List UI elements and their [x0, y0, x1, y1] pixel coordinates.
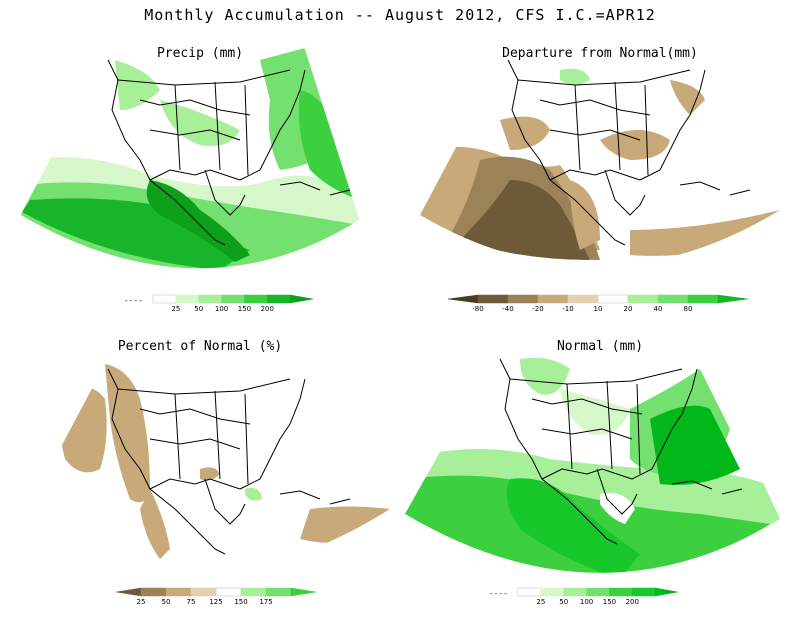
- colorbar-swatch: [198, 294, 222, 304]
- colorbar-tick-label: 75: [187, 598, 196, 606]
- colorbar-swatch: [537, 294, 569, 304]
- colorbar-swatch: [240, 587, 267, 597]
- colorbar-tick-label: -10: [562, 305, 573, 313]
- departure-legend: -80 -40 -20 -10 10 20 40 80: [440, 294, 760, 313]
- colorbar-tick-label: 200: [626, 598, 639, 606]
- colorbar-swatch: [609, 587, 633, 597]
- colorbar-swatch: [140, 587, 167, 597]
- colorbar-swatch: [190, 587, 217, 597]
- colorbar-swatch: [517, 587, 542, 597]
- colorbar-tick-label: 25: [137, 598, 146, 606]
- colorbar-swatch: [290, 587, 317, 597]
- colorbar-swatch: [687, 294, 719, 304]
- colorbar-swatch: [267, 294, 291, 304]
- precip-map: [19, 32, 361, 270]
- colorbar-swatch: [477, 294, 509, 304]
- percent-colorbar: 25 50 75 125 150 175: [115, 587, 317, 606]
- colorbar-tick-label: 10: [594, 305, 603, 313]
- colorbar-tick-label: -20: [532, 305, 543, 313]
- colorbar-tick-label: -80: [472, 305, 483, 313]
- colorbar-tick-label: 100: [580, 598, 593, 606]
- percent-legend: 25 50 75 125 150 175: [108, 587, 328, 606]
- colorbar-tick-label: 25: [171, 305, 180, 313]
- colorbar-swatch: [447, 294, 479, 304]
- colorbar-swatch: [540, 587, 564, 597]
- panel-percent: Percent of Normal (%) 25 50 75 125 150 175: [0, 309, 400, 618]
- colorbar-swatch: [632, 587, 656, 597]
- departure-map: [420, 33, 780, 267]
- colorbar-tick-label: 50: [559, 598, 568, 606]
- colorbar-swatch: [165, 587, 192, 597]
- colorbar-swatch: [215, 587, 242, 597]
- normal-legend: - - - - 25 50 100 150 200: [490, 587, 690, 606]
- colorbar-swatch: [654, 587, 679, 597]
- colorbar-swatch: [507, 294, 539, 304]
- panel-departure: Departure from Normal(mm) -80 -40 -20 -10 10…: [400, 0, 800, 313]
- main-title: Monthly Accumulation -- August 2012, CFS…: [144, 6, 656, 24]
- colorbar-tick-label: 50: [194, 305, 203, 313]
- normal-colorbar: - - - - 25 50 100 150 200: [490, 587, 679, 606]
- colorbar-swatch: [265, 587, 292, 597]
- colorbar-swatch: [717, 294, 749, 304]
- precip-colorbar: - - - - 25 50 100 150 200: [125, 294, 314, 313]
- colorbar-swatch: [175, 294, 199, 304]
- colorbar-swatch: [627, 294, 659, 304]
- departure-title: Departure from Normal(mm): [502, 46, 698, 61]
- colorbar-swatch: [586, 587, 610, 597]
- panel-normal: Normal (mm) - - - - 25 50 100 150 200: [400, 309, 800, 618]
- colorbar-tick-label: 150: [234, 598, 247, 606]
- colorbar-swatch: [567, 294, 599, 304]
- precip-title: Precip (mm): [156, 46, 244, 61]
- colorbar-tick-label: 80: [684, 305, 693, 313]
- colorbar-swatch: [657, 294, 689, 304]
- normal-title: Normal (mm): [556, 339, 644, 354]
- precip-legend: - - - - 25 50 100 150 200: [125, 294, 325, 313]
- colorbar-swatch: [221, 294, 245, 304]
- colorbar-swatch: [152, 294, 177, 304]
- colorbar-tick-label: -40: [502, 305, 513, 313]
- percent-title: Percent of Normal (%): [117, 339, 283, 354]
- colorbar-tick-label: 200: [261, 305, 274, 313]
- colorbar-tick-label: 20: [624, 305, 633, 313]
- percent-map: [20, 342, 390, 573]
- legend-prefix: - - - -: [125, 297, 142, 305]
- colorbar-swatch: [597, 294, 629, 304]
- legend-prefix: - - - -: [490, 590, 507, 598]
- colorbar-tick-label: 100: [215, 305, 228, 313]
- colorbar-tick-label: 25: [536, 598, 545, 606]
- colorbar-swatch: [244, 294, 268, 304]
- colorbar-swatch: [115, 587, 142, 597]
- colorbar-tick-label: 125: [209, 598, 222, 606]
- departure-colorbar: -80 -40 -20 -10 10 20 40 80: [447, 294, 749, 313]
- normal-map: [405, 339, 780, 573]
- colorbar-tick-label: 40: [654, 305, 663, 313]
- colorbar-swatch: [563, 587, 587, 597]
- colorbar-tick-label: 175: [259, 598, 272, 606]
- colorbar-tick-label: 50: [162, 598, 171, 606]
- panel-precip: Precip (mm) - - - - 25 50 100 150 200: [0, 0, 400, 313]
- colorbar-tick-label: 150: [603, 598, 616, 606]
- colorbar-tick-label: 150: [238, 305, 251, 313]
- colorbar-swatch: [289, 294, 314, 304]
